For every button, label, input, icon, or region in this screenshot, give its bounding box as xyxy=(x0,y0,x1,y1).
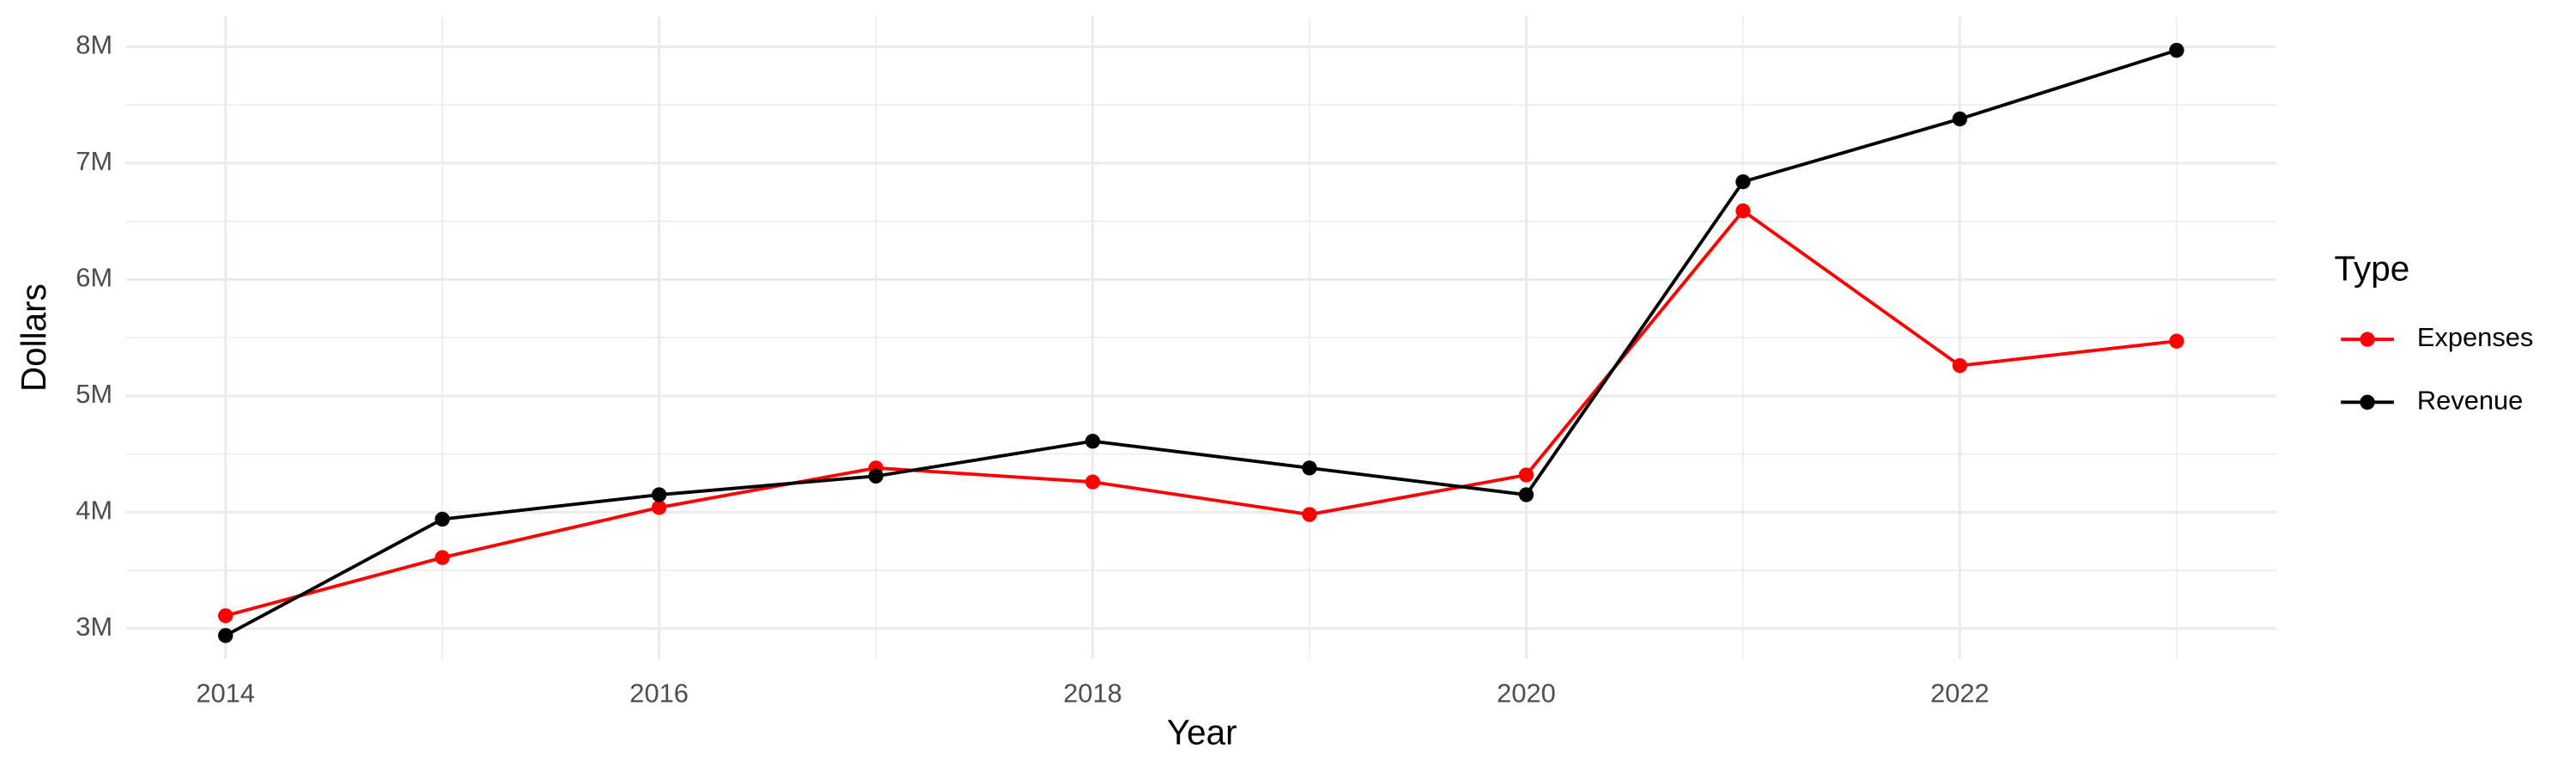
data-point xyxy=(434,550,450,565)
points-layer xyxy=(217,42,2184,643)
y-tick-label: 6M xyxy=(76,263,112,293)
y-tick-label: 4M xyxy=(76,495,112,525)
data-point xyxy=(1084,434,1101,449)
data-point xyxy=(2169,333,2184,349)
data-point xyxy=(1084,474,1101,490)
lines-layer xyxy=(224,48,2178,637)
x-tick-label: 2014 xyxy=(196,679,255,709)
x-tick-label: 2018 xyxy=(1063,679,1122,709)
series-line xyxy=(225,208,2178,618)
data-point xyxy=(1952,357,1968,374)
data-point xyxy=(651,500,667,515)
legend-label: Expenses xyxy=(2417,322,2533,352)
data-point xyxy=(651,487,667,502)
data-point xyxy=(217,628,234,643)
x-axis-title: Year xyxy=(1167,712,1237,752)
series-line xyxy=(224,48,2178,637)
legend-swatch-point xyxy=(2360,394,2375,410)
data-point xyxy=(1302,460,1317,476)
data-point xyxy=(217,608,234,624)
y-tick-label: 3M xyxy=(76,612,112,642)
data-point xyxy=(1302,507,1317,522)
x-tick-label: 2016 xyxy=(629,679,689,709)
y-tick-label: 8M xyxy=(76,30,112,60)
data-point xyxy=(1952,111,1968,127)
data-point xyxy=(434,511,450,527)
x-tick-label: 2020 xyxy=(1497,679,1556,709)
x-tick-label: 2022 xyxy=(1930,679,1990,709)
grid-layer xyxy=(125,16,2277,660)
labels-layer: 3M 4M 5M 6M 7M 8M 2014 2016 2018 2020 2022 Expenses… xyxy=(76,30,2533,709)
data-point xyxy=(1518,487,1534,502)
data-point xyxy=(1735,203,1751,219)
y-tick-label: 7M xyxy=(76,146,112,176)
data-point xyxy=(1735,173,1751,190)
data-point xyxy=(1518,467,1534,483)
legend-title: Type xyxy=(2335,249,2410,289)
legend-label: Revenue xyxy=(2417,385,2523,415)
y-tick-label: 5M xyxy=(76,379,112,409)
y-axis-title: Dollars xyxy=(14,283,53,392)
data-point xyxy=(868,468,884,484)
data-point xyxy=(2169,42,2184,58)
legend-swatch-point xyxy=(2360,332,2375,347)
